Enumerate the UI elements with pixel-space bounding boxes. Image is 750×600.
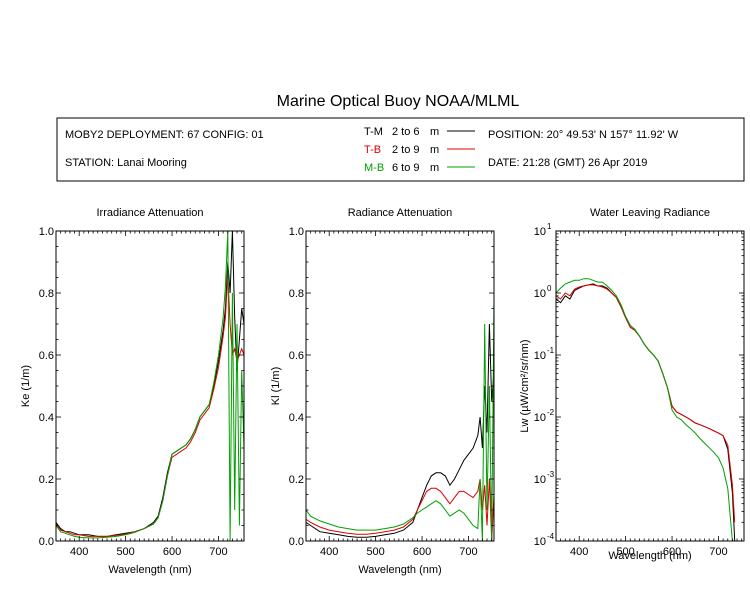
legend-unit-t-m: m — [430, 126, 439, 138]
series-line-t-b — [556, 284, 736, 523]
x-tick-label: 600 — [663, 546, 681, 558]
series-line-t-b — [306, 478, 494, 541]
y-tick-label: 0.2 — [39, 474, 54, 486]
x-tick-label: 600 — [413, 546, 431, 558]
y-tick-label: 0.6 — [289, 350, 304, 362]
y-tick-exponent: -4 — [547, 532, 555, 541]
chart-title: Radiance Attenuation — [348, 207, 453, 219]
legend-unit-t-b: m — [430, 144, 439, 156]
y-tick-label: 0.0 — [39, 536, 54, 548]
chart-title: Irradiance Attenuation — [96, 207, 203, 219]
x-tick-label: 400 — [570, 546, 588, 558]
y-tick-label: 10 — [534, 288, 546, 300]
y-tick-label: 10 — [534, 412, 546, 424]
x-tick-label: 700 — [209, 546, 227, 558]
series-line-t-b — [56, 274, 244, 537]
y-tick-label: 0.0 — [289, 536, 304, 548]
y-tick-label: 0.8 — [289, 288, 304, 300]
date-text: DATE: 21:28 (GMT) 26 Apr 2019 — [488, 157, 647, 169]
legend-code-t-m: T-M — [364, 126, 383, 138]
y-axis-label: Ke (1/m) — [20, 365, 32, 407]
y-tick-label: 1.0 — [289, 226, 304, 238]
y-tick-label: 10 — [534, 226, 546, 238]
y-axis-label: Lw (µW/cm²/sr/nm) — [519, 339, 531, 432]
y-tick-label: 10 — [534, 536, 546, 548]
x-tick-label: 400 — [70, 546, 88, 558]
legend-unit-m-b: m — [430, 162, 439, 174]
x-tick-label: 500 — [616, 546, 634, 558]
x-axis-label: Wavelength (nm) — [108, 564, 191, 576]
y-tick-exponent: 1 — [547, 222, 552, 231]
y-tick-label: 0.2 — [289, 474, 304, 486]
y-tick-label: 10 — [534, 474, 546, 486]
y-tick-label: 10 — [534, 350, 546, 362]
y-axis-label: Kl (1/m) — [270, 367, 282, 406]
plots: Irradiance Attenuation 400 500 600 700 0.0 0.2… — [20, 207, 745, 576]
x-tick-label: 500 — [116, 546, 134, 558]
x-tick-label: 400 — [320, 546, 338, 558]
x-tick-label: 600 — [163, 546, 181, 558]
series-group — [306, 299, 494, 541]
chart-title: Water Leaving Radiance — [590, 207, 710, 219]
series-group — [56, 231, 244, 541]
series-line-t-m — [56, 231, 244, 537]
legend-range-m-b: 6 to 9 — [392, 162, 420, 174]
legend-code-m-b: M-B — [364, 162, 384, 174]
y-tick-exponent: -3 — [547, 470, 555, 479]
x-tick-label: 500 — [366, 546, 384, 558]
y-tick-label: 0.4 — [289, 412, 304, 424]
legend-range-t-m: 2 to 6 — [392, 126, 420, 138]
position-text: POSITION: 20° 49.53' N 157° 11.92' W — [488, 129, 679, 141]
y-tick-label: 0.4 — [39, 412, 54, 424]
station-text: STATION: Lanai Mooring — [65, 157, 187, 169]
y-tick-label: 0.6 — [39, 350, 54, 362]
plot-frame — [305, 230, 495, 542]
y-tick-label: 1.0 — [39, 226, 54, 238]
x-tick-label: 700 — [459, 546, 477, 558]
series-line-t-m — [306, 323, 494, 538]
series-group — [556, 278, 736, 541]
x-tick-label: 700 — [709, 546, 727, 558]
plot-frame — [55, 230, 245, 542]
series-line-t-m — [556, 283, 736, 541]
y-tick-exponent: -2 — [547, 408, 555, 417]
chart-panel-1: Irradiance Attenuation 400 500 600 700 0.0 0.2… — [20, 207, 245, 576]
legend-code-t-b: T-B — [364, 144, 381, 156]
main-title: Marine Optical Buoy NOAA/MLML — [277, 93, 520, 110]
legend: T-M 2 to 6 m T-B 2 to 9 m M-B 6 to 9 m — [364, 126, 475, 174]
y-tick-exponent: 0 — [547, 284, 552, 293]
series-line-m-b — [556, 278, 733, 541]
x-axis-label: Wavelength (nm) — [358, 564, 441, 576]
y-tick-exponent: -1 — [547, 346, 555, 355]
legend-range-t-b: 2 to 9 — [392, 144, 420, 156]
info-box — [56, 117, 745, 182]
plot-frame — [555, 230, 745, 542]
x-axis-label: Wavelength (nm) — [608, 550, 691, 562]
chart-panel-2: Radiance Attenuation 400 500 600 700 0.0 0.2 0.… — [270, 207, 495, 576]
y-tick-label: 0.8 — [39, 288, 54, 300]
series-line-m-b — [56, 231, 244, 541]
deployment-text: MOBY2 DEPLOYMENT: 67 CONFIG: 01 — [65, 129, 264, 141]
series-line-m-b — [306, 299, 494, 541]
